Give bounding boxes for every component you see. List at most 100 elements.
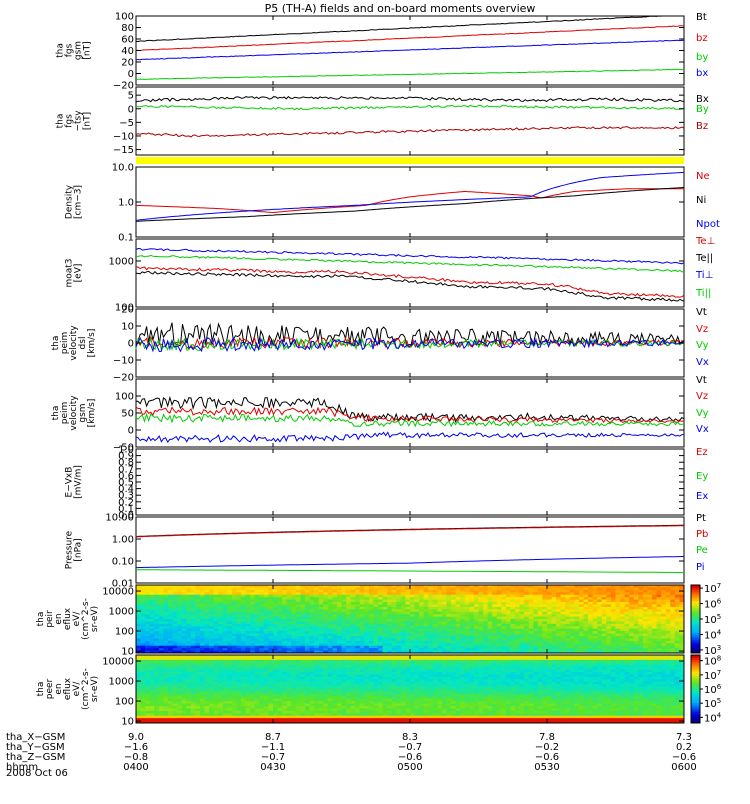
heatmap-cell: [278, 600, 283, 603]
heatmap-cell: [264, 706, 269, 709]
heatmap-cell: [191, 689, 196, 692]
heatmap-cell: [447, 634, 452, 637]
heatmap-cell: [159, 682, 164, 685]
heatmap-cell: [305, 694, 310, 697]
heatmap-cell: [565, 638, 570, 641]
heatmap-cell: [310, 643, 315, 646]
heatmap-cell: [497, 624, 502, 627]
heatmap-cell: [451, 609, 456, 612]
heatmap-cell: [141, 691, 146, 694]
legend-Ni: Ni: [696, 195, 706, 206]
heatmap-cell: [241, 646, 246, 649]
heatmap-cell: [296, 716, 301, 719]
heatmap-cell: [538, 634, 543, 637]
heatmap-cell: [638, 614, 643, 617]
heatmap-cell: [300, 626, 305, 629]
heatmap-cell: [405, 612, 410, 615]
heatmap-cell: [154, 641, 159, 644]
heatmap-cell: [597, 629, 602, 632]
heatmap-cell: [319, 679, 324, 682]
heatmap-cell: [236, 641, 241, 644]
heatmap-cell: [396, 636, 401, 639]
heatmap-cell: [501, 604, 506, 607]
heatmap-cell: [291, 682, 296, 685]
heatmap-cell: [310, 689, 315, 692]
heatmap-cell: [661, 595, 666, 598]
heatmap-cell: [675, 624, 680, 627]
heatmap-cell: [250, 670, 255, 673]
heatmap-cell: [255, 696, 260, 699]
heatmap-cell: [661, 607, 666, 610]
heatmap-cell: [227, 691, 232, 694]
heatmap-cell: [214, 607, 219, 610]
heatmap-cell: [415, 631, 420, 634]
heatmap-cell: [291, 631, 296, 634]
heatmap-cell: [168, 694, 173, 697]
heatmap-cell: [291, 609, 296, 612]
heatmap-cell: [565, 636, 570, 639]
heatmap-cell: [574, 638, 579, 641]
heatmap-cell: [195, 691, 200, 694]
heatmap-cell: [479, 614, 484, 617]
heatmap-cell: [387, 621, 392, 624]
heatmap-cell: [369, 617, 374, 620]
heatmap-cell: [236, 617, 241, 620]
heatmap-cell: [259, 684, 264, 687]
heatmap-cell: [328, 617, 333, 620]
heatmap-cell: [136, 677, 141, 680]
heatmap-cell: [593, 595, 598, 598]
heatmap-cell: [241, 634, 246, 637]
heatmap-cell: [209, 691, 214, 694]
heatmap-cell: [268, 634, 273, 637]
heatmap-cell: [150, 626, 155, 629]
heatmap-cell: [570, 619, 575, 622]
heatmap-cell: [154, 672, 159, 675]
heatmap-cell: [323, 674, 328, 677]
heatmap-cell: [533, 602, 538, 605]
heatmap-cell: [629, 604, 634, 607]
heatmap-cell: [332, 716, 337, 719]
heatmap-cell: [360, 592, 365, 595]
heatmap-cell: [186, 604, 191, 607]
heatmap-cell: [159, 699, 164, 702]
heatmap-cell: [296, 614, 301, 617]
heatmap-cell: [529, 617, 534, 620]
heatmap-cell: [675, 643, 680, 646]
heatmap-cell: [675, 626, 680, 629]
heatmap-cell: [643, 587, 648, 590]
heatmap-cell: [533, 595, 538, 598]
heatmap-cell: [154, 696, 159, 699]
heatmap-cell: [565, 602, 570, 605]
heatmap-cell: [296, 595, 301, 598]
heatmap-cell: [652, 626, 657, 629]
heatmap-cell: [200, 716, 205, 719]
heatmap-cell: [291, 701, 296, 704]
heatmap-cell: [437, 587, 442, 590]
heatmap-cell: [479, 629, 484, 632]
heatmap-cell: [168, 682, 173, 685]
heatmap-cell: [529, 624, 534, 627]
heatmap-cell: [310, 609, 315, 612]
heatmap-cell: [150, 638, 155, 641]
heatmap-cell: [629, 590, 634, 593]
heatmap-cell: [616, 643, 621, 646]
heatmap-cell: [428, 609, 433, 612]
heatmap-cell: [154, 614, 159, 617]
heatmap-cell: [561, 619, 566, 622]
heatmap-cell: [415, 617, 420, 620]
heatmap-cell: [410, 592, 415, 595]
heatmap-cell: [150, 634, 155, 637]
heatmap-cell: [337, 634, 342, 637]
heatmap-cell: [300, 684, 305, 687]
heatmap-cell: [300, 624, 305, 627]
heatmap-cell: [634, 646, 639, 649]
heatmap-cell: [629, 614, 634, 617]
heatmap-cell: [236, 609, 241, 612]
heatmap-cell: [205, 696, 210, 699]
heatmap-cell: [191, 643, 196, 646]
heatmap-cell: [447, 619, 452, 622]
heatmap-cell: [670, 626, 675, 629]
heatmap-cell: [195, 624, 200, 627]
heatmap-cell: [383, 626, 388, 629]
heatmap-cell: [602, 612, 607, 615]
